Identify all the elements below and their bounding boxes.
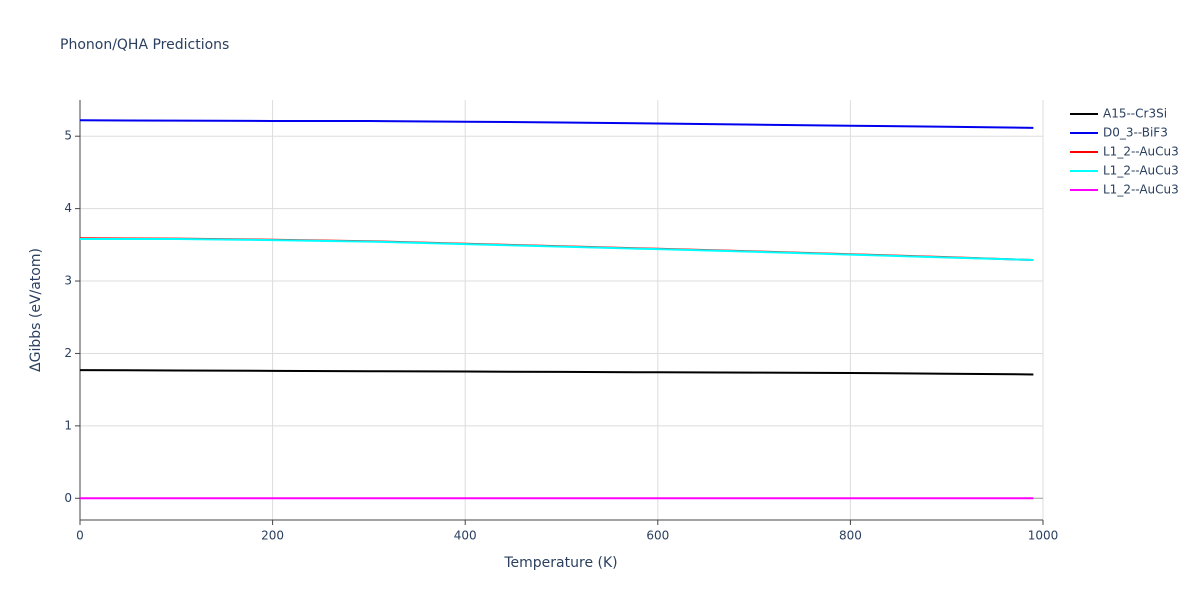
y-axis-title: ΔGibbs (eV/atom): [28, 248, 44, 372]
series-line: [80, 238, 1034, 262]
x-tick-label: 600: [646, 529, 669, 543]
x-tick-label: 0: [76, 529, 84, 543]
series-line: [79, 119, 1034, 129]
legend-label: L1_2--AuCu3: [1103, 183, 1179, 197]
legend-label: L1_2--AuCu3: [1103, 145, 1179, 159]
x-tick-label: 1000: [1028, 529, 1059, 543]
legend-label: A15--Cr3Si: [1103, 107, 1167, 121]
series-line: [79, 369, 1034, 376]
y-tick-label: 0: [64, 491, 72, 505]
legend-label: D0_3--BiF3: [1103, 126, 1168, 140]
x-tick-label: 200: [261, 529, 284, 543]
y-tick-label: 5: [64, 129, 72, 143]
x-axis-title: Temperature (K): [503, 555, 617, 571]
legend-label: L1_2--AuCu3: [1103, 164, 1179, 178]
y-tick-label: 4: [64, 201, 72, 215]
y-tick-label: 3: [64, 274, 72, 288]
y-tick-label: 1: [64, 418, 72, 432]
y-tick-label: 2: [64, 346, 72, 360]
chart-title: Phonon/QHA Predictions: [60, 37, 229, 53]
x-tick-label: 400: [454, 529, 477, 543]
x-tick-label: 800: [839, 529, 862, 543]
